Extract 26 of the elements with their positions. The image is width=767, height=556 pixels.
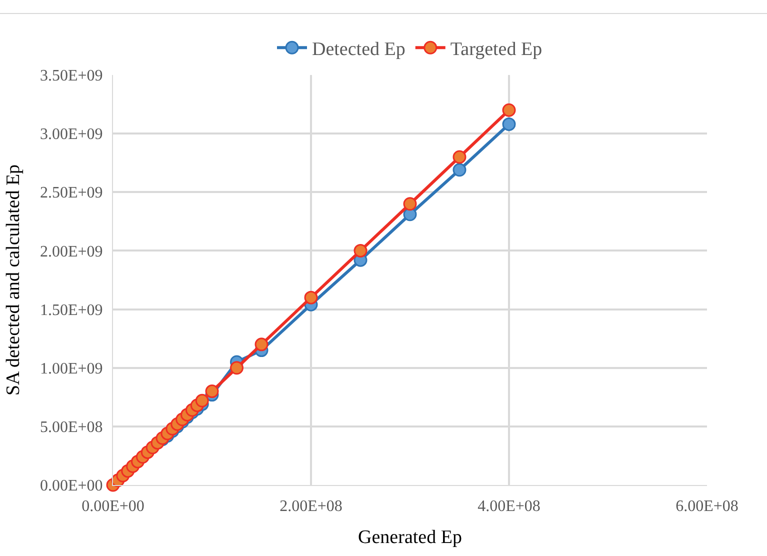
point — [304, 290, 318, 304]
point — [403, 197, 417, 211]
point — [354, 244, 368, 258]
x-tick-label: 4.00E+08 — [478, 498, 540, 516]
point — [452, 163, 466, 177]
point — [452, 150, 466, 164]
y-tick-label: 2.00E+09 — [40, 243, 103, 260]
x-tick-label: 0.00E+00 — [82, 498, 144, 516]
point — [254, 338, 268, 352]
point — [502, 103, 516, 117]
point — [502, 117, 516, 131]
y-tick-label: 5.00E+08 — [40, 419, 103, 436]
y-tick-label: 2.50E+09 — [40, 184, 103, 202]
point — [205, 384, 219, 398]
y-tick-label: 1.00E+09 — [40, 360, 103, 378]
x-axis-title: Generated Ep — [358, 527, 462, 548]
y-tick-label: 3.50E+09 — [40, 68, 103, 85]
y-tick-label: 0.00E+00 — [40, 478, 103, 495]
legend-label: Targeted Ep — [450, 39, 542, 60]
x-tick-label: 2.00E+08 — [280, 498, 342, 516]
y-tick-label: 3.00E+09 — [40, 126, 103, 144]
legend-label: Detected Ep — [312, 39, 406, 60]
y-tick-label: 1.50E+09 — [40, 302, 103, 319]
point — [230, 361, 244, 375]
y-axis-title: SA detected and calculated Ep — [2, 164, 24, 396]
x-tick-label: 6.00E+08 — [676, 498, 738, 516]
